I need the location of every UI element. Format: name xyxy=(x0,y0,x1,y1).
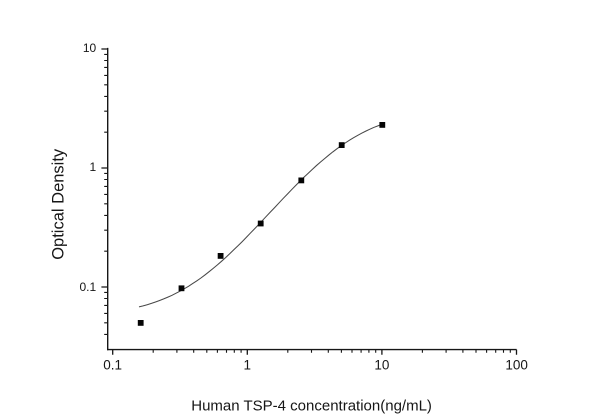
svg-text:0.1: 0.1 xyxy=(103,358,122,373)
svg-text:1: 1 xyxy=(244,358,252,373)
svg-text:10: 10 xyxy=(374,358,389,373)
svg-text:Optical Density: Optical Density xyxy=(50,148,68,260)
svg-text:100: 100 xyxy=(505,358,528,373)
svg-text:Human TSP-4 concentration(ng/m: Human TSP-4 concentration(ng/mL) xyxy=(191,397,432,414)
svg-text:10: 10 xyxy=(83,41,97,55)
svg-text:1: 1 xyxy=(90,160,97,174)
svg-text:0.1: 0.1 xyxy=(80,280,97,294)
